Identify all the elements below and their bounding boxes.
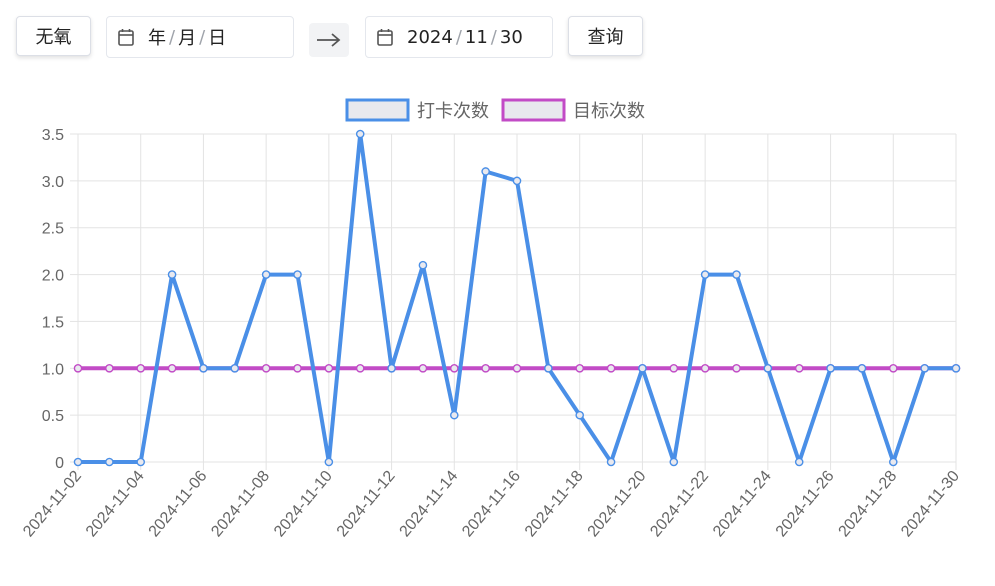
series-1-point (857, 363, 867, 373)
type-button[interactable]: 无氧 (16, 16, 91, 56)
series-1-point (638, 363, 647, 373)
start-day: 日 (208, 28, 227, 49)
legend-label: 打卡次数 (417, 101, 489, 121)
legend-label: 目标次数 (573, 101, 645, 121)
series-1-point (700, 270, 710, 279)
y-tick-label: 0 (55, 455, 64, 472)
y-tick-label: 1.0 (42, 361, 64, 378)
x-tick-label: 2024-11-04 (83, 468, 148, 541)
x-tick-label: 2024-11-06 (146, 468, 211, 541)
series-1-point (355, 129, 365, 139)
series-2-point (794, 363, 804, 373)
x-tick-label: 2024-11-24 (710, 468, 775, 541)
series-2-point (418, 363, 428, 373)
series-1-point (199, 363, 208, 373)
series-2-point (136, 363, 146, 373)
end-year: 2024 (407, 26, 453, 48)
series-2-point (606, 363, 616, 373)
series-1-point (763, 363, 773, 373)
series-2-point (261, 363, 271, 373)
y-tick-label: 2.0 (42, 268, 64, 285)
series-2-point (355, 363, 365, 373)
series-1-point (230, 363, 240, 373)
series-1-point (888, 457, 898, 467)
y-tick-label: 3.5 (42, 127, 64, 144)
series-2-point (575, 363, 585, 373)
series-1-point (512, 176, 522, 186)
x-tick-label: 2024-11-12 (334, 468, 399, 541)
series-1-point (167, 270, 177, 279)
series-1-point (387, 363, 396, 373)
series-1-point (136, 457, 146, 467)
date-separator: / (199, 26, 206, 48)
x-tick-label: 2024-11-02 (20, 468, 85, 541)
series-2-point (293, 363, 302, 373)
x-tick-label: 2024-11-26 (773, 468, 838, 541)
end-date-input[interactable]: 2024 / 11 / 30 (365, 16, 553, 58)
legend-swatch (501, 98, 566, 122)
series-1-point (794, 457, 804, 467)
series-2-point (669, 363, 679, 373)
series-2-point (481, 363, 490, 373)
series-1-point (575, 410, 585, 420)
series-2-point (324, 363, 334, 373)
calendar-icon (377, 28, 393, 46)
series-1-point (449, 410, 459, 420)
x-tick-label: 2024-11-10 (271, 468, 336, 541)
date-separator: / (169, 26, 176, 48)
series-2-point (73, 363, 83, 373)
start-year: 年 (148, 28, 166, 49)
date-separator: / (490, 26, 497, 48)
series-1-point (293, 270, 302, 279)
series-2-point (732, 363, 741, 373)
series-1-point (544, 363, 553, 373)
x-tick-label: 2024-11-18 (522, 468, 587, 541)
y-tick-label: 0.5 (42, 408, 64, 425)
series-1-point (261, 270, 271, 279)
y-tick-label: 3.0 (42, 174, 64, 191)
series-1-point (481, 167, 490, 176)
series-1-point (669, 457, 679, 467)
series-2-point (700, 363, 710, 373)
legend-swatch (345, 98, 410, 122)
series-1-point (105, 457, 114, 467)
series-1-point (732, 270, 741, 279)
range-arrow-icon (309, 23, 349, 57)
series-1-point (826, 363, 835, 373)
series-1-point (920, 363, 929, 373)
start-month: 月 (178, 28, 197, 49)
series-2-point (449, 363, 459, 373)
x-tick-label: 2024-11-22 (647, 468, 712, 541)
x-tick-label: 2024-11-28 (835, 468, 900, 541)
y-tick-label: 2.5 (42, 221, 64, 238)
x-tick-label: 2024-11-14 (396, 468, 461, 541)
x-tick-label: 2024-11-16 (459, 468, 524, 541)
x-tick-label: 2024-11-08 (208, 468, 273, 541)
series-2-point (888, 363, 898, 373)
x-tick-label: 2024-11-20 (585, 468, 650, 541)
series-1-point (324, 457, 334, 467)
x-tick-label: 2024-11-30 (898, 468, 963, 541)
series-1-point (73, 457, 83, 467)
series-1-point (418, 260, 428, 270)
calendar-icon (118, 28, 134, 46)
series-2-point (167, 363, 177, 373)
start-date-input[interactable]: 年 / 月 / 日 (106, 16, 294, 58)
query-button[interactable]: 查询 (568, 16, 643, 56)
series-1-point (606, 457, 616, 467)
end-day: 30 (499, 26, 523, 48)
end-month: 11 (464, 26, 488, 48)
y-tick-label: 1.5 (42, 314, 64, 331)
date-separator: / (455, 26, 462, 48)
series-2-point (105, 363, 114, 373)
series-2-point (512, 363, 522, 373)
series-1-point (951, 363, 961, 373)
